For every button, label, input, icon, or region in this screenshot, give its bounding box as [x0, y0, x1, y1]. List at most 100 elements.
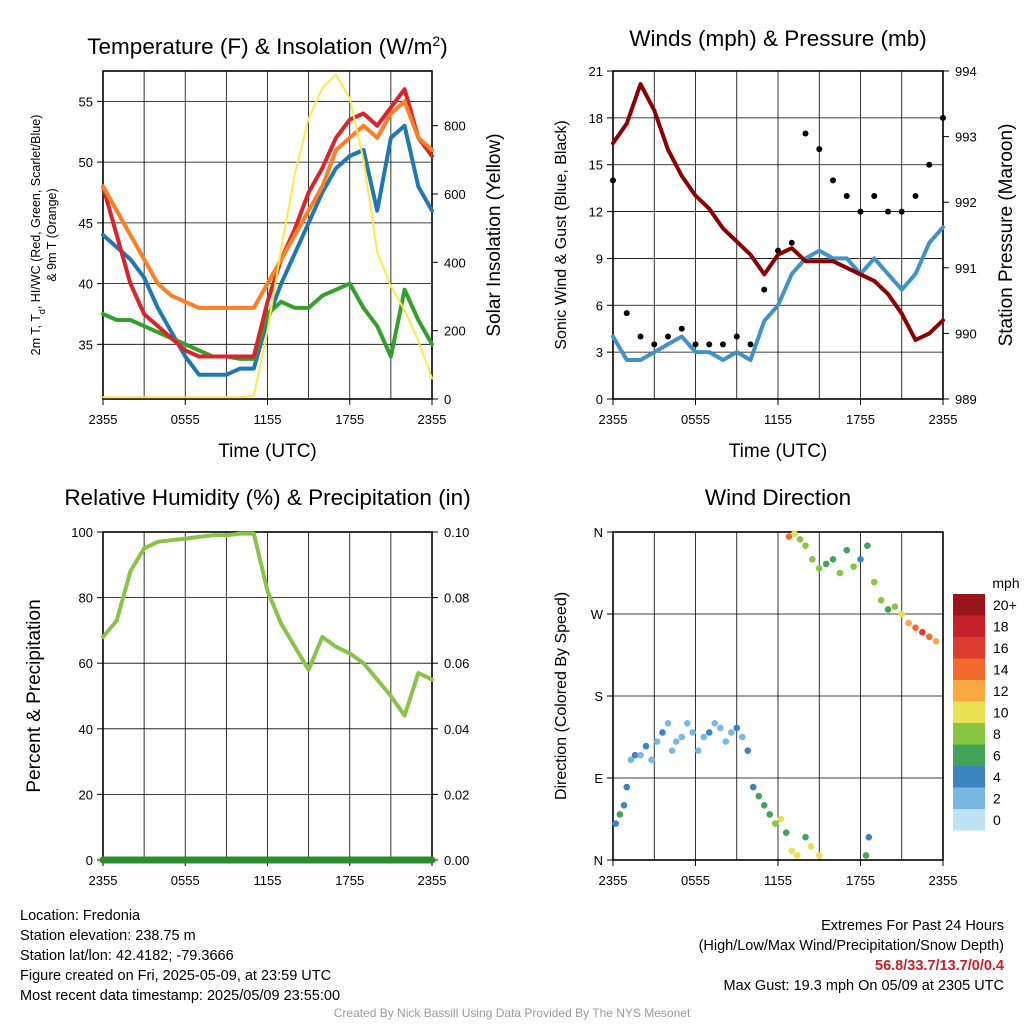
gust-point [733, 333, 740, 340]
x-tick-label: 2355 [599, 873, 628, 888]
y-tick-label: 0 [86, 853, 93, 868]
series-line [101, 281, 434, 361]
direction-point [727, 729, 735, 736]
series-line [611, 225, 945, 362]
x-tick-label: 2355 [89, 412, 118, 427]
x-tick-label: 0555 [681, 412, 710, 427]
gust-point [940, 114, 946, 121]
series-line [102, 73, 433, 399]
direction-point [689, 729, 697, 736]
gust-point [871, 192, 878, 199]
gust-point [926, 161, 933, 168]
direction-chart [607, 530, 985, 866]
y2-tick-label: 990 [955, 326, 977, 341]
y-tick-label: 80 [79, 591, 93, 606]
direction-point [925, 633, 933, 641]
y2-tick-label: 994 [955, 64, 977, 79]
direction-point [766, 811, 774, 818]
plot-frame [612, 70, 944, 400]
y2-tick-label: 0.06 [444, 656, 469, 671]
direction-point [612, 820, 620, 827]
direction-point [898, 610, 906, 618]
direction-point [648, 756, 655, 764]
direction-point [857, 556, 864, 563]
y-tick-label: 6 [596, 298, 603, 313]
direction-point [672, 738, 680, 745]
direction-point [850, 563, 857, 570]
legend-label: 12 [993, 683, 1009, 699]
chart-title: Temperature (F) & Insolation (W/m2) [87, 33, 447, 59]
x-axis-label: Time (UTC) [218, 441, 317, 462]
direction-point [864, 542, 871, 549]
direction-point [862, 852, 870, 859]
latlon-text: Station lat/lon: 42.4182; -79.3666 [20, 948, 234, 964]
x-tick-label: 1755 [846, 412, 875, 427]
y-tick-label: 9 [596, 251, 603, 266]
y-tick-label: W [591, 607, 604, 622]
x-tick-label: 2355 [929, 412, 958, 427]
direction-point [829, 556, 837, 563]
y-tick-label: 3 [596, 345, 603, 360]
chart-title: Relative Humidity (%) & Precipitation (i… [64, 485, 470, 510]
legend-label: 8 [993, 726, 1001, 742]
y-label-subscript: d [37, 309, 47, 314]
y-tick-label: 45 [79, 216, 93, 231]
direction-point [919, 628, 926, 636]
gust-point [651, 341, 658, 348]
y-tick-label: 35 [79, 337, 93, 352]
chart-title: Wind Direction [705, 485, 851, 510]
x-tick-label: 2355 [418, 873, 447, 888]
extremes-values: 56.8/33.7/13.7/0/0.4 [875, 958, 1004, 974]
direction-point [777, 815, 785, 823]
gust-point [623, 310, 630, 317]
y2-axis-label: Station Pressure (Maroon) [996, 124, 1017, 347]
y-axis-label: Sonic Wind & Gust (Blue, Black) [553, 120, 570, 349]
y-axis-label: 2m T, Td, HI/WC (Red, Green, Scarlet/Blu… [29, 115, 47, 356]
x-tick-label: 1755 [335, 412, 364, 427]
x-tick-label: 0555 [171, 873, 200, 888]
max-gust-text: Max Gust: 19.3 mph On 05/09 at 2305 UTC [723, 978, 1004, 994]
direction-point [822, 560, 830, 568]
legend-swatch [953, 723, 985, 745]
gust-point [912, 192, 919, 199]
series-line [611, 82, 945, 342]
y2-tick-label: 0.02 [444, 787, 469, 802]
y-axis-label-line2: & 9m T (Orange) [45, 188, 59, 281]
x-tick-label: 0555 [681, 873, 710, 888]
legend-label: 20+ [993, 597, 1017, 613]
direction-point [843, 546, 851, 554]
legend-label: 4 [993, 769, 1001, 785]
direction-point [664, 720, 672, 727]
x-tick-label: 1155 [254, 412, 282, 427]
credit-text: Created By Nick Bassill Using Data Provi… [333, 1006, 691, 1020]
direction-point [711, 720, 719, 727]
legend-swatch [953, 744, 985, 766]
location-text: Location: Fredonia [20, 908, 141, 924]
legend-swatch [953, 615, 985, 637]
gust-point [706, 341, 713, 348]
y-tick-label: 100 [71, 525, 93, 540]
gust-point [857, 208, 864, 215]
y2-axis-label: Solar Insolation (Yellow) [484, 133, 505, 336]
y-tick-label: 40 [79, 722, 93, 737]
direction-point [755, 792, 763, 800]
direction-point [637, 751, 644, 759]
y-tick-label: 15 [589, 158, 603, 173]
direction-point [733, 724, 741, 732]
direction-point [836, 569, 844, 577]
series-line [101, 99, 434, 310]
gust-point [678, 325, 685, 332]
gust-point [610, 177, 616, 184]
direction-point [802, 542, 809, 549]
direction-point [802, 833, 809, 841]
direction-point [616, 811, 624, 818]
y-tick-label: 0 [596, 392, 603, 407]
gust-point [843, 192, 850, 199]
y-tick-label: S [594, 689, 603, 704]
title-text: Temperature (F) & Insolation (W/m [87, 34, 432, 59]
y2-tick-label: 989 [955, 392, 977, 407]
y-label-part: 2m T, T [29, 314, 43, 356]
y-tick-label: 60 [79, 656, 93, 671]
y-label-part: , HI/WC (Red, Green, Scarlet/Blue) [29, 115, 43, 310]
